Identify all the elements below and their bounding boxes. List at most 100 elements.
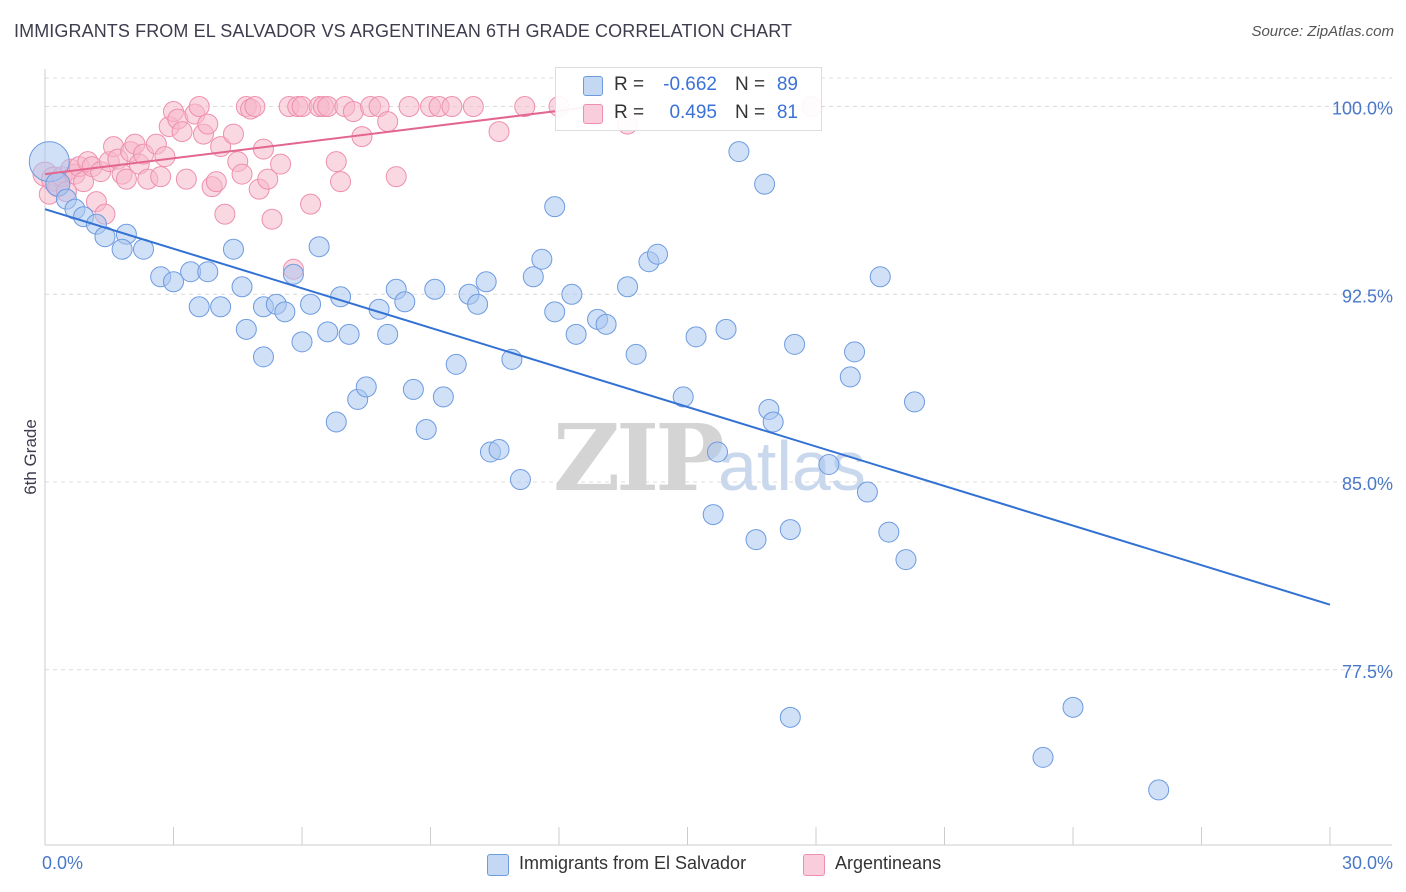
el-salvador-point <box>565 323 587 345</box>
bottom-legend-label: Argentineans <box>835 853 942 873</box>
el-salvador-point <box>325 411 347 433</box>
el-salvador-point <box>235 318 257 340</box>
source-label: Source: ZipAtlas.com <box>1251 23 1394 40</box>
el-salvador-point <box>163 271 184 293</box>
el-salvador-point <box>818 454 840 476</box>
x-tick-label: 0.0% <box>42 853 83 873</box>
argentineans-point <box>398 96 420 118</box>
chart-title: IMMIGRANTS FROM EL SALVADOR VS ARGENTINE… <box>14 21 793 41</box>
argentineans-point <box>462 96 484 118</box>
legend-r-label: R = <box>614 74 645 95</box>
el-salvador-point <box>509 469 531 491</box>
argentineans-point <box>205 171 227 193</box>
legend-r-value: -0.662 <box>663 74 717 95</box>
legend-row-el-salvador: R = -0.662 N = 89 <box>556 72 821 100</box>
el-salvador-point <box>784 333 806 355</box>
el-salvador-point <box>210 296 232 318</box>
el-salvador-point <box>338 323 360 345</box>
el-salvador-point <box>424 278 446 300</box>
argentineans-point <box>261 208 283 230</box>
x-tick-label: 30.0% <box>1342 853 1393 873</box>
bottom-legend: Immigrants from El Salvador Argentineans <box>0 852 1406 878</box>
legend-swatch-blue <box>583 76 603 96</box>
legend-swatch-pink <box>583 104 603 124</box>
legend-n-label: N = <box>735 102 766 123</box>
el-salvador-point <box>878 521 900 543</box>
argentineans-point <box>244 96 266 118</box>
argentineans-point <box>175 168 197 190</box>
el-salvador-point <box>445 353 467 375</box>
y-tick-label: 92.5% <box>1342 286 1393 306</box>
argentineans-point <box>325 151 347 173</box>
legend-n-label: N = <box>735 74 766 95</box>
argentineans-point <box>441 96 463 118</box>
argentineans-point <box>197 113 219 135</box>
el-salvador-point <box>222 238 244 260</box>
trend-lines <box>44 105 1331 606</box>
el-salvador-point <box>779 706 801 728</box>
legend-n-value: 81 <box>776 102 798 123</box>
argentineans-point <box>270 153 292 175</box>
el-salvador-point <box>197 261 219 283</box>
argentineans-point <box>488 121 510 143</box>
el-salvador-point <box>625 343 647 365</box>
el-salvador-point <box>355 376 377 398</box>
el-salvador-point <box>317 321 339 343</box>
legend-r-value: 0.495 <box>669 102 717 123</box>
argentineans-point <box>252 138 274 160</box>
el-salvador-point <box>402 378 424 400</box>
el-salvador-point <box>595 313 617 335</box>
argentineans-point <box>300 193 322 215</box>
el-salvador-point <box>231 276 253 298</box>
argentineans-point <box>214 203 236 225</box>
el-salvador-point <box>706 441 728 463</box>
el-salvador-point <box>754 173 776 195</box>
legend-row-argentineans: R = 0.495 N = 81 <box>556 100 821 128</box>
el-salvador-point <box>617 276 639 298</box>
el-salvador-points <box>28 141 1170 801</box>
el-salvador-point <box>561 283 583 305</box>
el-salvador-point <box>685 326 707 348</box>
argentineans-point <box>377 111 399 133</box>
el-salvador-point <box>308 236 330 258</box>
argentineans-trend-line <box>44 105 594 176</box>
el-salvador-point <box>895 549 917 571</box>
argentineans-point <box>188 96 210 118</box>
el-salvador-point <box>844 341 866 363</box>
el-salvador-point <box>291 331 313 353</box>
el-salvador-point <box>715 318 737 340</box>
el-salvador-point <box>432 386 454 408</box>
el-salvador-point <box>394 291 416 313</box>
el-salvador-point <box>300 293 322 315</box>
argentineans-point <box>330 171 352 193</box>
el-salvador-point <box>702 504 724 526</box>
legend-swatch-blue <box>487 854 509 876</box>
el-salvador-point <box>856 481 878 503</box>
tick-labels: 100.0% 92.5% 85.0% 77.5% 0.0% 30.0% 6th Grade <box>21 99 1393 873</box>
el-salvador-point <box>282 263 304 285</box>
el-salvador-point <box>745 529 767 551</box>
el-salvador-point <box>762 411 784 433</box>
watermark-zip: ZIP <box>553 404 722 512</box>
el-salvador-point <box>779 519 801 541</box>
y-tick-label: 77.5% <box>1342 662 1393 682</box>
y-tick-label: 100.0% <box>1332 99 1393 119</box>
el-salvador-point <box>1148 779 1170 801</box>
el-salvador-point <box>544 196 566 218</box>
argentineans-point <box>171 121 193 143</box>
el-salvador-point <box>869 266 891 288</box>
el-salvador-point <box>544 301 566 323</box>
y-tick-label: 85.0% <box>1342 474 1393 494</box>
el-salvador-point <box>1062 696 1084 718</box>
el-salvador-point <box>274 301 296 323</box>
argentineans-point <box>257 168 279 190</box>
el-salvador-point <box>839 366 861 388</box>
el-salvador-point <box>488 438 510 460</box>
el-salvador-point <box>904 391 926 413</box>
el-salvador-point <box>188 296 210 318</box>
legend-r-label: R = <box>614 102 645 123</box>
argentineans-point <box>514 96 536 118</box>
el-salvador-point <box>672 386 694 408</box>
argentineans-point <box>150 166 172 188</box>
